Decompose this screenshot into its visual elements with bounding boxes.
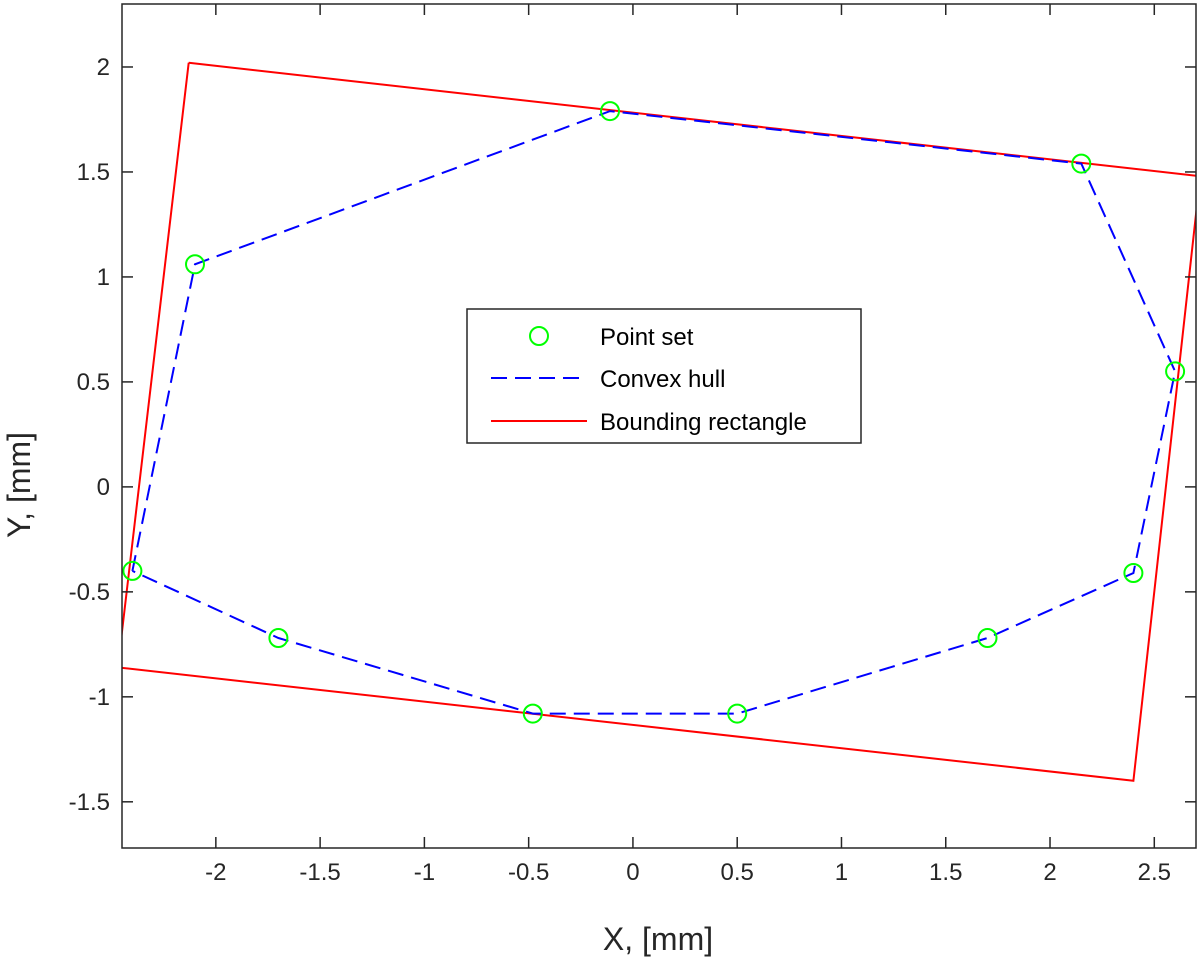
- y-tick-label: -1.5: [69, 789, 110, 816]
- data-point: [268, 628, 289, 648]
- data-point: [977, 628, 998, 648]
- y-tick-label: 2: [97, 54, 110, 81]
- y-tick-label: 0: [97, 474, 110, 501]
- legend: Point set Convex hull Bounding rectangle: [466, 308, 862, 444]
- data-point: [522, 703, 543, 724]
- x-tick-label: 2.5: [1138, 859, 1171, 886]
- data-point: [122, 560, 143, 581]
- plot-series: [122, 61, 1196, 782]
- legend-label-bounding-rectangle: Bounding rectangle: [600, 409, 807, 436]
- x-tick-label: 2: [1043, 859, 1056, 886]
- x-tick-label: -0.5: [508, 859, 549, 886]
- data-point: [600, 101, 620, 122]
- legend-label-convex-hull: Convex hull: [600, 366, 725, 393]
- data-point: [1123, 563, 1144, 583]
- y-tick-label: 1.5: [77, 159, 110, 186]
- series-convex-hull: [131, 110, 1177, 715]
- axes: -2 -1.5 -1 -0.5 0 0.5 1 1.5 2 2.5 -1.5 -1 -0.5 0 0.5 1 1…: [69, 3, 1197, 886]
- data-point: [727, 703, 748, 724]
- legend-label-point-set: Point set: [600, 324, 694, 351]
- legend-marker-point-set: [529, 326, 549, 346]
- data-point: [1165, 361, 1186, 382]
- x-tick-label: 0.5: [721, 859, 754, 886]
- y-tick-label: -1: [89, 684, 110, 711]
- y-tick-label: 0.5: [77, 369, 110, 396]
- x-tick-label: 1: [835, 859, 848, 886]
- y-axis-title: Y, [mm]: [1, 432, 37, 538]
- y-tick-label: -0.5: [69, 579, 110, 606]
- data-point: [185, 254, 205, 275]
- x-tick-label: 0: [626, 859, 639, 886]
- data-point: [1071, 153, 1092, 174]
- x-tick-label: -2: [205, 859, 226, 886]
- x-tick-label: -1.5: [299, 859, 340, 886]
- axes-frame: [121, 3, 1197, 849]
- x-tick-label: 1.5: [929, 859, 962, 886]
- x-axis-title: X, [mm]: [603, 921, 713, 957]
- x-tick-label: -1: [414, 859, 435, 886]
- y-tick-label: 1: [97, 264, 110, 291]
